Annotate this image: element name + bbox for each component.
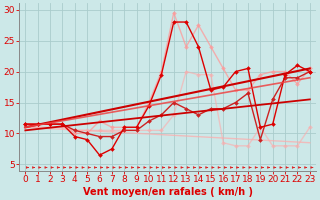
X-axis label: Vent moyen/en rafales ( km/h ): Vent moyen/en rafales ( km/h ) <box>83 187 252 197</box>
